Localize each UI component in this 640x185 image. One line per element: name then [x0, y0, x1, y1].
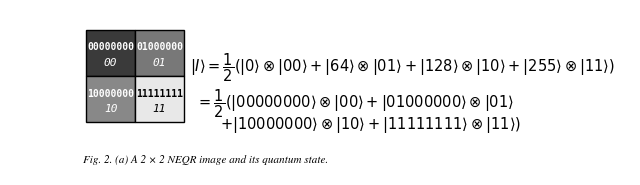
Text: 00: 00 [104, 58, 117, 68]
Bar [135, 76, 184, 122]
Bar [86, 30, 135, 76]
Text: 01000000: 01000000 [136, 42, 183, 53]
Text: 11111111: 11111111 [136, 89, 183, 99]
Text: 01: 01 [153, 58, 166, 68]
Text: 10000000: 10000000 [87, 89, 134, 99]
Text: $=\dfrac{1}{2}(|00000000\rangle\otimes|00\rangle+|01000000\rangle\otimes|01\rang: $=\dfrac{1}{2}(|00000000\rangle\otimes|0… [196, 88, 514, 120]
Text: Fig. 2. (a) A 2 × 2 NEQR image and its quantum state.: Fig. 2. (a) A 2 × 2 NEQR image and its q… [83, 155, 328, 165]
Text: $+|10000000\rangle\otimes|10\rangle+|11111111\rangle\otimes|11\rangle)$: $+|10000000\rangle\otimes|10\rangle+|111… [220, 115, 520, 135]
Bar [135, 30, 184, 76]
Text: $|I\rangle=\dfrac{1}{2}(|0\rangle\otimes|00\rangle+|64\rangle\otimes|01\rangle+|: $|I\rangle=\dfrac{1}{2}(|0\rangle\otimes… [190, 51, 615, 84]
Text: 10: 10 [104, 104, 117, 114]
Text: 00000000: 00000000 [87, 42, 134, 53]
Bar [86, 76, 135, 122]
Text: 11: 11 [153, 104, 166, 114]
